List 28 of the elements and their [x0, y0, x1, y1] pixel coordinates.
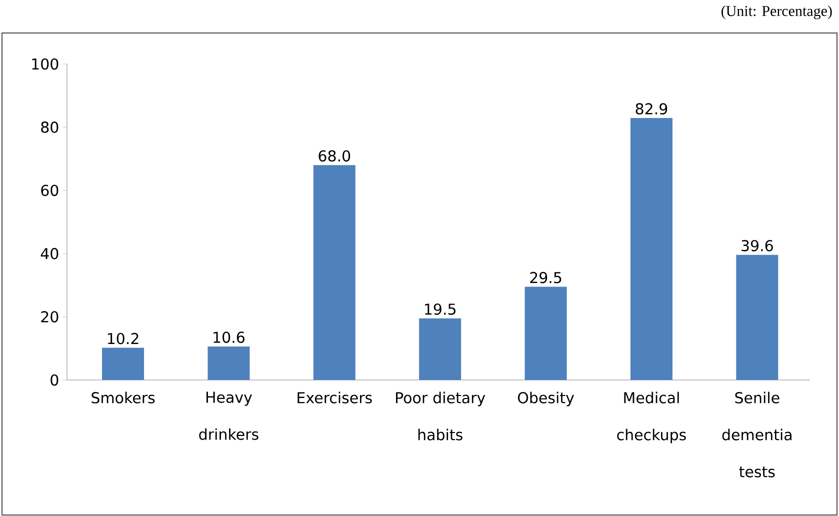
y-tick-label: 60: [41, 184, 58, 196]
data-label: 82.9: [636, 103, 668, 115]
bar: [524, 286, 567, 380]
x-tick-label: Smokers: [92, 392, 155, 404]
y-tick-label: 20: [41, 311, 58, 322]
data-label: 68.0: [318, 150, 350, 162]
data-label: 39.6: [742, 240, 773, 252]
category-label: Medical checkups: [617, 392, 686, 444]
bar: [630, 118, 672, 380]
data-label: 29.5: [530, 272, 562, 284]
data-label: 10.2: [108, 332, 138, 344]
data-label: 19.5: [425, 303, 456, 315]
bar: [102, 348, 144, 380]
y-tick-label: 80: [41, 122, 58, 133]
text: (Unit: Percentage): [722, 6, 832, 20]
data-label: 10.6: [214, 332, 244, 343]
category-label: Heavy drinkers: [199, 392, 258, 440]
x-tick-label: Obesity: [518, 392, 574, 406]
bar: [313, 165, 356, 380]
category-label: Senile dementia tests: [722, 392, 792, 478]
y-tick-label: 40: [40, 248, 58, 260]
category-label: Poor dietary habits: [396, 392, 486, 440]
y-tick-label: 0: [50, 374, 58, 386]
x-tick-label: Exercisers: [298, 392, 372, 404]
y-tick-label: 100: [32, 58, 58, 70]
bar: [419, 318, 462, 380]
bar: [736, 254, 778, 380]
bar: [208, 346, 250, 380]
